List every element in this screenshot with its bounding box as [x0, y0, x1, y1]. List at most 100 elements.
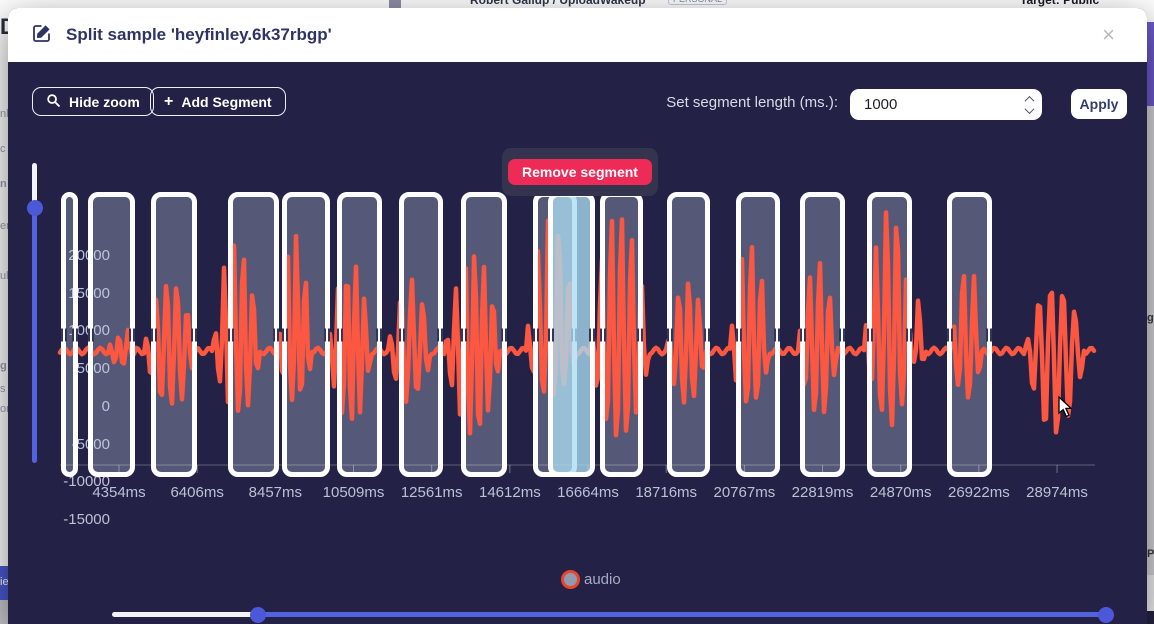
background-page-right-edge: g P: [1147, 0, 1154, 624]
segment[interactable]: [600, 192, 643, 477]
background-right-fragment: g: [1147, 312, 1154, 324]
segment-drag-handle[interactable]: [87, 328, 95, 341]
x-axis-tick-label: 24870ms: [869, 484, 932, 501]
segment-drag-handle[interactable]: [599, 328, 607, 341]
segment[interactable]: [800, 192, 845, 477]
x-axis-tick-label: 14612ms: [478, 484, 541, 501]
background-left-fragment: s t: [0, 383, 8, 395]
segment-drag-handle[interactable]: [666, 328, 674, 341]
segment-drag-handle[interactable]: [636, 328, 644, 341]
vertical-slider-track-lower[interactable]: [32, 208, 37, 463]
segment-drag-handle[interactable]: [71, 328, 79, 341]
background-breadcrumb: Robert Gallup / UploadWakeup: [470, 0, 646, 7]
x-axis-tick-label: 26922ms: [948, 484, 1010, 501]
segment-drag-handle[interactable]: [500, 328, 508, 341]
segment-drag-handle[interactable]: [838, 328, 846, 341]
hide-zoom-button[interactable]: Hide zoom: [32, 87, 154, 116]
segment-drag-handle[interactable]: [773, 328, 781, 341]
range-slider-track-selected[interactable]: [258, 612, 1106, 617]
modal-body: Hide zoom + Add Segment Set segment leng…: [8, 62, 1147, 624]
background-avatar: [389, 0, 401, 8]
segment[interactable]: [88, 192, 135, 477]
segment-drag-handle[interactable]: [703, 328, 711, 341]
segment-drag-handle[interactable]: [323, 328, 331, 341]
segment-length-field: [850, 89, 1042, 120]
add-segment-label: Add Segment: [181, 93, 272, 110]
segment-drag-handle[interactable]: [547, 328, 555, 341]
x-axis-tick-label: 4354ms: [92, 484, 146, 501]
split-sample-modal: Split sample 'heyfinley.6k37rbgp' × Hide…: [8, 8, 1147, 624]
y-axis-tick-label: -15000: [63, 510, 110, 528]
segment-drag-handle[interactable]: [227, 328, 235, 341]
x-axis-tick-label: 28974ms: [1026, 484, 1088, 501]
hide-zoom-label: Hide zoom: [69, 93, 140, 110]
segment-drag-handle[interactable]: [866, 328, 874, 341]
segment-drag-handle[interactable]: [336, 328, 344, 341]
segment[interactable]: [151, 192, 197, 477]
y-axis-tick-label: -10000: [63, 473, 110, 491]
modal-header: Split sample 'heyfinley.6k37rbgp' ×: [8, 8, 1147, 62]
add-segment-button[interactable]: + Add Segment: [150, 87, 286, 116]
stepper[interactable]: [1024, 95, 1035, 114]
segment-length-input[interactable]: [862, 95, 1022, 114]
background-left-fragment: c: [0, 143, 6, 155]
segment-drag-handle[interactable]: [281, 328, 289, 341]
segment-drag-handle[interactable]: [946, 328, 954, 341]
background-left-fragment: nl: [0, 108, 8, 120]
segment[interactable]: [228, 192, 279, 477]
segment[interactable]: [736, 192, 780, 477]
close-icon[interactable]: ×: [1094, 24, 1123, 46]
range-slider-handle-right[interactable]: [1098, 607, 1114, 623]
x-axis-tick-label: 20767ms: [713, 484, 776, 501]
x-axis-tick-label: 22819ms: [791, 484, 854, 501]
segment-drag-handle[interactable]: [398, 328, 406, 341]
segment-drag-handle[interactable]: [150, 328, 158, 341]
stepper-down-icon[interactable]: [1024, 103, 1035, 114]
segment[interactable]: [461, 192, 507, 477]
segment-drag-handle[interactable]: [588, 328, 596, 341]
segment[interactable]: [282, 192, 330, 477]
legend-radio-icon[interactable]: [561, 570, 580, 589]
background-left-fragment: ul: [0, 270, 8, 282]
segment[interactable]: [667, 192, 710, 477]
legend-label: audio: [584, 571, 621, 588]
vertical-slider-handle[interactable]: [26, 200, 43, 216]
segment[interactable]: [337, 192, 382, 477]
segment-drag-handle[interactable]: [60, 328, 68, 341]
segment-drag-handle[interactable]: [460, 328, 468, 341]
segment-drag-handle[interactable]: [735, 328, 743, 341]
segment-drag-handle[interactable]: [128, 328, 136, 341]
segment-drag-handle[interactable]: [272, 328, 280, 341]
plus-icon: +: [164, 92, 174, 110]
segment[interactable]: [947, 192, 992, 477]
segment-drag-handle[interactable]: [905, 328, 913, 341]
segment-drag-handle[interactable]: [375, 328, 383, 341]
segment-drag-handle[interactable]: [985, 328, 993, 341]
segment-length-label: Set segment length (ms.):: [666, 94, 838, 111]
range-slider-handle-left[interactable]: [250, 607, 266, 623]
modal-title: Split sample 'heyfinley.6k37rbgp': [66, 25, 332, 44]
selected-segment[interactable]: [548, 192, 595, 477]
remove-segment-button[interactable]: Remove segment: [508, 159, 652, 185]
edit-icon: [32, 23, 52, 48]
apply-button[interactable]: Apply: [1071, 89, 1127, 119]
segment-drag-handle[interactable]: [799, 328, 807, 341]
vertical-slider-track-upper[interactable]: [32, 163, 37, 208]
segment-drag-handle[interactable]: [436, 328, 444, 341]
segment[interactable]: [61, 192, 78, 477]
segment-drag-handle[interactable]: [532, 328, 540, 341]
segment-drag-handle[interactable]: [190, 328, 198, 341]
chart-legend: audio: [561, 570, 621, 589]
background-left-footer: [0, 600, 8, 624]
background-left-fragment: or: [0, 403, 8, 415]
range-slider-track-left[interactable]: [112, 612, 258, 617]
x-axis-tick-label: 10509ms: [322, 484, 385, 501]
search-icon: [46, 93, 61, 111]
background-left-fragment: er: [0, 220, 8, 232]
y-axis-tick-label: 5000: [76, 360, 110, 378]
segment[interactable]: [399, 192, 443, 477]
segment[interactable]: [867, 192, 912, 477]
background-page-left-edge: Dnl c n a er ul g s t or ie: [0, 0, 8, 624]
background-right-box: [1147, 575, 1154, 611]
